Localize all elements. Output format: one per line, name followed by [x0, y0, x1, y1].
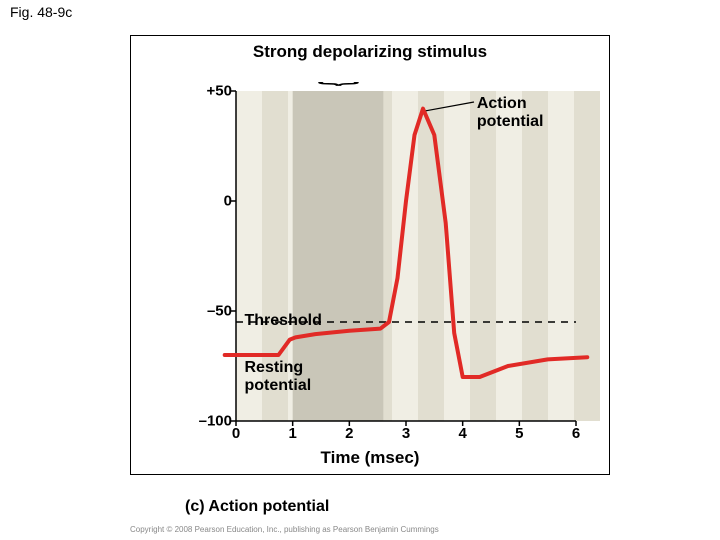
chart-frame: Strong depolarizing stimulus ⏟ Membrane … — [130, 35, 610, 475]
stimulus-bracket-icon: ⏟ — [317, 65, 359, 86]
y-tick-label: –50 — [207, 303, 232, 320]
page-root: Fig. 48-9c Strong depolarizing stimulus … — [0, 0, 720, 540]
y-tick-label: 0 — [224, 193, 232, 210]
x-tick-label: 2 — [345, 425, 353, 442]
chart-inner: Strong depolarizing stimulus ⏟ Membrane … — [131, 36, 609, 474]
x-tick-label: 1 — [288, 425, 296, 442]
x-tick-label: 5 — [515, 425, 523, 442]
chart-title: Strong depolarizing stimulus — [131, 42, 609, 62]
figure-label: Fig. 48-9c — [10, 4, 72, 20]
x-tick-label: 4 — [458, 425, 466, 442]
y-tick-label: –100 — [199, 413, 232, 430]
x-tick-label: 6 — [572, 425, 580, 442]
y-tick-label: +50 — [207, 83, 232, 100]
chart-caption: (c) Action potential — [185, 498, 329, 516]
x-tick-label: 3 — [402, 425, 410, 442]
x-tick-label: 0 — [232, 425, 240, 442]
annotation-action-potential: Action potential — [477, 95, 544, 130]
annotation-resting-potential: Resting potential — [245, 359, 312, 394]
x-axis-label: Time (msec) — [131, 448, 609, 468]
annotation-threshold: Threshold — [245, 312, 322, 330]
copyright-text: Copyright © 2008 Pearson Education, Inc.… — [130, 525, 439, 534]
